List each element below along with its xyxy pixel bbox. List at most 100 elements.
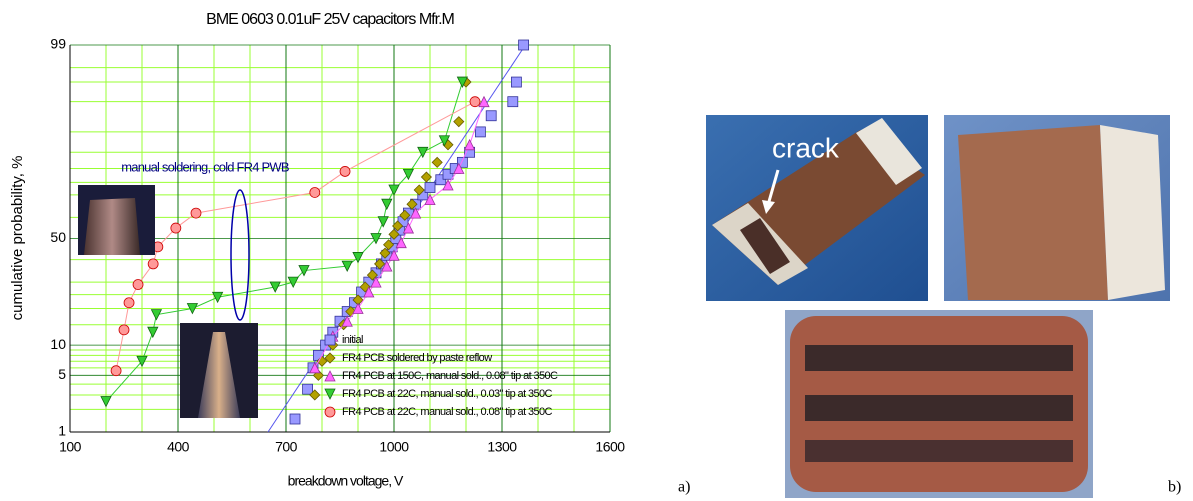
legend: initial FR4 PCB soldered by paste reflow F… (324, 334, 559, 418)
marker (324, 370, 336, 382)
grid: 100 400 700 1000 1300 1600 1 5 10 50 99 (50, 36, 625, 455)
x-tick-label: 400 (167, 439, 190, 455)
x-tick-label: 1300 (487, 439, 517, 455)
marker (136, 355, 148, 368)
marker (510, 76, 522, 88)
marker (132, 279, 144, 290)
marker (324, 334, 336, 346)
marker (309, 389, 321, 401)
marker (381, 260, 393, 272)
y-tick-label: 50 (50, 229, 66, 245)
legend-label: FR4 PCB at 22C, manual sold., 0.08" tip … (342, 406, 553, 418)
legend-label: initial (342, 334, 363, 346)
marker (435, 174, 447, 186)
marker (309, 361, 321, 374)
marker (363, 286, 375, 298)
figure-label: b) (1168, 479, 1181, 496)
marker (147, 258, 159, 270)
marker (341, 260, 353, 272)
marker (211, 291, 224, 304)
marker (388, 184, 400, 196)
marker (399, 209, 411, 221)
marker (469, 96, 481, 108)
marker (381, 198, 393, 211)
legend-label: FR4 PCB at 150C, manual sold., 0.08" tip… (342, 370, 558, 382)
annotation-ellipse (230, 189, 250, 321)
marker (402, 222, 415, 234)
marker (190, 207, 202, 219)
marker (383, 239, 395, 251)
marker (352, 302, 364, 314)
x-axis-label: breakdown voltage, V (288, 473, 404, 489)
marker (518, 39, 529, 51)
x-tick-label: 700 (275, 439, 298, 455)
legend-label: FR4 PCB at 22C, manual sold., 0.03" tip … (342, 388, 553, 400)
inset-photo (78, 185, 258, 418)
marker (287, 276, 299, 289)
marker (352, 252, 364, 264)
y-axis-label: cumulative probability, % (9, 156, 26, 321)
marker (366, 269, 378, 281)
marker (324, 352, 336, 364)
marker (424, 182, 436, 193)
marker (453, 116, 465, 128)
marker (298, 265, 310, 277)
marker (417, 146, 429, 159)
photo-crack: crack (706, 115, 928, 301)
marker (453, 162, 465, 174)
marker (456, 76, 469, 88)
marker (409, 207, 422, 219)
marker (392, 220, 404, 232)
marker (302, 383, 314, 395)
marker (289, 413, 301, 425)
legend-label: FR4 PCB soldered by paste reflow (342, 352, 492, 364)
plot (100, 39, 529, 433)
marker (339, 166, 351, 177)
annotation: manual soldering, cold FR4 PWB (121, 159, 289, 174)
marker (507, 96, 519, 108)
marker (438, 135, 451, 147)
marker (456, 156, 468, 168)
marker (269, 281, 281, 293)
marker (150, 309, 163, 321)
y-tick-label: 99 (50, 36, 66, 52)
marker (324, 388, 336, 400)
marker (406, 198, 418, 210)
marker (370, 233, 382, 245)
series-line (314, 101, 485, 369)
chart-title: BME 0603 0.01uF 25V capacitors Mfr.M (206, 11, 454, 28)
marker (431, 156, 443, 168)
y-tick-label: 1 (58, 423, 66, 439)
photo-chip (944, 115, 1170, 301)
marker (186, 303, 199, 315)
marker (377, 216, 389, 228)
marker (118, 324, 130, 336)
marker (395, 236, 407, 249)
marker (309, 187, 321, 198)
marker (463, 138, 476, 151)
x-tick-label: 1000 (379, 439, 409, 455)
marker (147, 326, 159, 339)
marker (324, 406, 336, 418)
marker (341, 315, 353, 327)
marker (413, 184, 425, 196)
marker (424, 193, 436, 205)
crack-label: crack (772, 132, 840, 163)
marker (474, 126, 486, 138)
marker (478, 95, 490, 108)
marker (442, 179, 454, 191)
x-tick-label: 100 (59, 439, 82, 455)
marker (379, 247, 391, 259)
marker (388, 228, 400, 240)
marker (388, 249, 400, 261)
marker (374, 258, 386, 270)
marker (170, 222, 182, 234)
figure-label: a) (678, 479, 690, 496)
photo-section (785, 310, 1093, 498)
marker (123, 297, 135, 309)
y-tick-label: 10 (50, 336, 66, 352)
marker (110, 365, 122, 377)
x-tick-label: 1600 (595, 439, 625, 455)
marker (485, 110, 497, 122)
